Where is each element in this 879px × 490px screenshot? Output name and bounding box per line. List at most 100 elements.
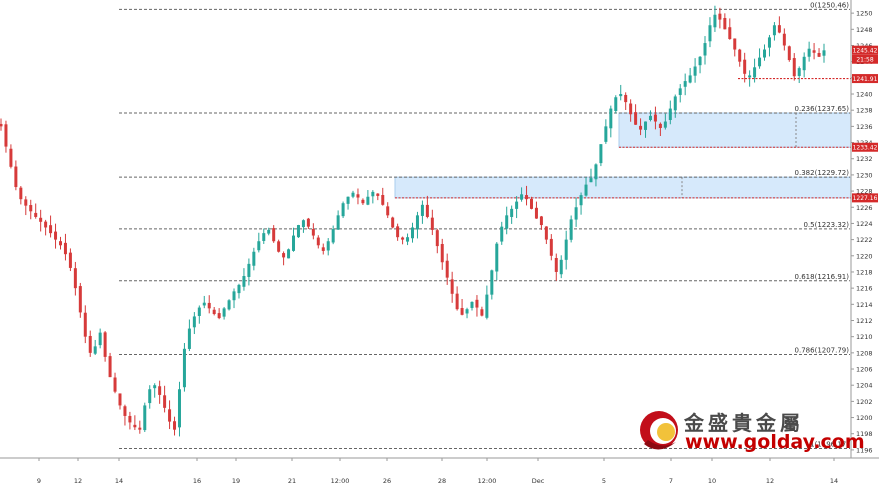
candle-body bbox=[49, 225, 53, 234]
candle-body bbox=[411, 227, 414, 239]
candle bbox=[232, 288, 236, 309]
candle-body bbox=[792, 58, 796, 77]
candle-body bbox=[554, 257, 558, 272]
candle bbox=[758, 48, 762, 69]
candle-body bbox=[252, 251, 256, 266]
price-tag-label: 1245.42 bbox=[853, 47, 878, 54]
candle bbox=[44, 219, 48, 236]
candle-body bbox=[520, 194, 524, 200]
candle bbox=[39, 209, 43, 232]
candle-body bbox=[296, 225, 300, 238]
y-tick-label: 1224 bbox=[856, 220, 873, 228]
candle bbox=[133, 415, 137, 431]
candle bbox=[292, 227, 296, 252]
candle bbox=[128, 411, 132, 430]
x-tick-label: 9 bbox=[37, 477, 41, 485]
candle-body bbox=[143, 405, 147, 431]
y-tick-label: 1238 bbox=[856, 107, 873, 115]
candle bbox=[767, 34, 771, 57]
retracement-zone-2 bbox=[394, 176, 852, 199]
candle-body bbox=[475, 299, 479, 308]
candle bbox=[113, 372, 117, 394]
candle bbox=[733, 38, 737, 57]
candle-body bbox=[604, 126, 608, 142]
candle-body bbox=[703, 43, 707, 56]
candle-body bbox=[738, 49, 742, 62]
x-tick-label: 26 bbox=[383, 477, 391, 485]
candle-body bbox=[594, 164, 598, 180]
fib-level-label: 0.236(1237.65) bbox=[795, 105, 850, 113]
candle bbox=[653, 106, 657, 130]
candle bbox=[78, 282, 82, 318]
retracement-zones bbox=[394, 112, 852, 199]
candle-body bbox=[148, 389, 152, 404]
candle-body bbox=[440, 244, 444, 263]
candle-body bbox=[386, 206, 390, 216]
candle-body bbox=[485, 294, 489, 318]
candle-body bbox=[435, 230, 439, 247]
candle-body bbox=[346, 196, 350, 204]
candle-body bbox=[292, 235, 296, 251]
candle bbox=[381, 187, 385, 206]
y-tick-label: 1206 bbox=[856, 366, 873, 374]
candle bbox=[703, 36, 707, 65]
candle bbox=[624, 92, 628, 111]
candle-body bbox=[678, 88, 682, 95]
price-tag-box bbox=[852, 142, 878, 152]
candle bbox=[401, 236, 405, 245]
candle-body bbox=[644, 121, 648, 130]
candle bbox=[316, 235, 320, 249]
candle bbox=[386, 202, 390, 219]
candle-body bbox=[802, 56, 806, 71]
candle-body bbox=[371, 191, 375, 197]
candle-body bbox=[450, 279, 454, 294]
candle bbox=[301, 219, 305, 233]
candle bbox=[440, 238, 444, 270]
candle bbox=[559, 255, 563, 279]
x-tick-label: 5 bbox=[602, 477, 606, 485]
candle-body bbox=[579, 195, 583, 206]
candle bbox=[252, 247, 256, 271]
candle bbox=[212, 306, 216, 316]
fib-level-label: 0.5(1223.32) bbox=[803, 221, 849, 229]
candle-body bbox=[232, 291, 236, 301]
candle bbox=[520, 187, 524, 202]
candle-body bbox=[153, 385, 157, 389]
candle bbox=[698, 56, 702, 74]
candle bbox=[639, 118, 643, 136]
candle bbox=[93, 339, 97, 356]
candle-body bbox=[663, 121, 667, 128]
candle bbox=[182, 343, 186, 392]
candle bbox=[83, 305, 87, 344]
candle-body bbox=[683, 81, 687, 87]
candle bbox=[237, 283, 241, 299]
candle-body bbox=[688, 75, 692, 83]
candle-body bbox=[619, 94, 623, 97]
candle-body bbox=[29, 205, 33, 212]
candle-body bbox=[490, 270, 494, 295]
y-tick-label: 1226 bbox=[856, 204, 873, 212]
candle-body bbox=[772, 25, 776, 36]
candle bbox=[173, 416, 177, 436]
candle bbox=[708, 17, 712, 48]
candle-body bbox=[128, 415, 132, 423]
y-tick-label: 1220 bbox=[856, 252, 873, 260]
candle bbox=[54, 223, 58, 249]
y-tick-label: 1222 bbox=[856, 236, 873, 244]
candle-body bbox=[639, 125, 643, 130]
candle bbox=[594, 163, 598, 187]
candle-body bbox=[673, 96, 677, 111]
candle-body bbox=[356, 194, 360, 198]
golday-logo: 金盛貴金屬 www.golday.com bbox=[640, 411, 865, 453]
x-tick-label: 19 bbox=[232, 477, 240, 485]
candle bbox=[534, 201, 538, 219]
candle bbox=[629, 99, 633, 122]
candle bbox=[217, 308, 221, 320]
candle bbox=[98, 328, 102, 349]
candle-body bbox=[599, 144, 603, 164]
y-tick-label: 1200 bbox=[856, 414, 873, 422]
candle-body bbox=[381, 194, 385, 205]
candle bbox=[0, 118, 3, 131]
